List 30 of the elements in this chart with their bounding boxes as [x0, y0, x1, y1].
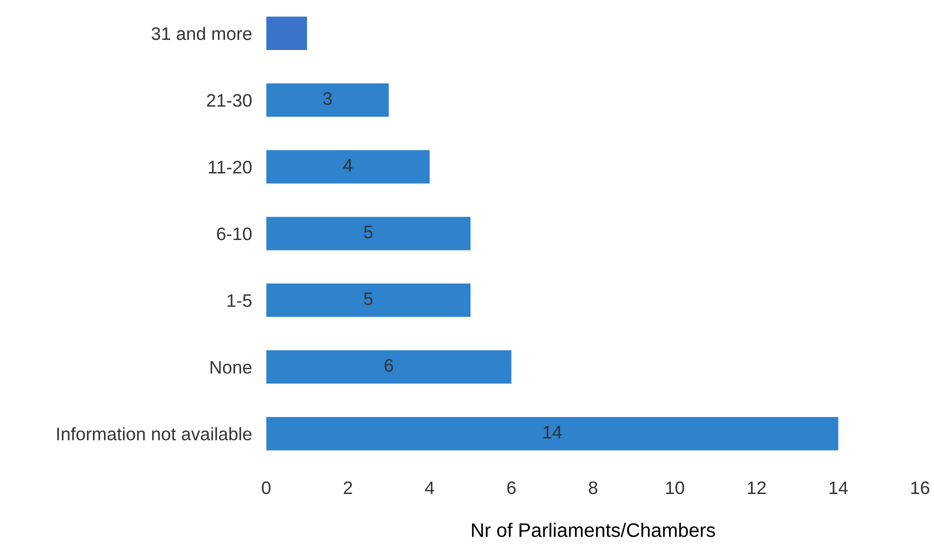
y-tick-label: 11-20: [208, 160, 252, 174]
y-tick-label: 21-30: [207, 94, 252, 107]
data-label: 6: [384, 359, 394, 372]
x-tick-label: 6: [507, 481, 516, 494]
x-tick-label: 0: [262, 481, 271, 494]
bar: [266, 417, 838, 450]
data-label: 4: [343, 159, 352, 172]
x-tick-label: 12: [748, 481, 766, 494]
bar: [266, 150, 430, 184]
x-tick-label: 14: [830, 482, 848, 494]
x-tick-label: 10: [666, 481, 684, 494]
bar: [266, 350, 512, 384]
x-tick-label: 4: [425, 482, 434, 494]
data-label: 14: [544, 426, 562, 438]
data-label: 5: [364, 226, 373, 238]
y-tick-label: 6-10: [217, 227, 252, 240]
bar: [266, 216, 471, 250]
bar: [266, 83, 389, 117]
y-tick-label: 1-5: [228, 294, 252, 307]
x-tick-label: 2: [344, 481, 352, 494]
y-tick-label: Information not available: [57, 427, 252, 440]
data-label: 5: [364, 292, 373, 306]
data-label: 3: [323, 92, 332, 105]
x-tick-label: 8: [588, 481, 598, 494]
bar: [266, 284, 471, 317]
y-tick-label: None: [210, 361, 252, 374]
x-axis-title: Nr of Parliaments/Chambers: [472, 522, 716, 538]
y-tick-label: 31 and more: [152, 26, 252, 40]
x-tick-label: 16: [911, 481, 930, 494]
bar: [266, 16, 308, 50]
